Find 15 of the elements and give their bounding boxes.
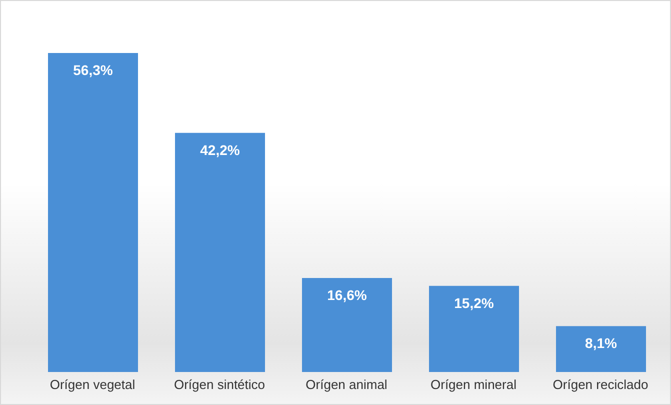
bar [302,278,392,372]
data-label: 42,2% [200,142,240,158]
x-tick-label: Orígen reciclado [552,377,648,392]
x-tick-label: Orígen vegetal [50,377,136,392]
x-tick-label: Orígen sintético [174,377,266,392]
bar [556,326,646,372]
data-label: 15,2% [454,294,494,311]
data-label: 8,1% [585,335,618,352]
x-tick-label: Orígen animal [306,377,388,392]
data-label: 56,3% [73,62,114,78]
bar [175,132,265,372]
x-tick-label: Orígen mineral [430,377,517,392]
data-label: 16,6% [327,286,368,303]
bar [429,286,519,372]
bar [48,53,138,372]
